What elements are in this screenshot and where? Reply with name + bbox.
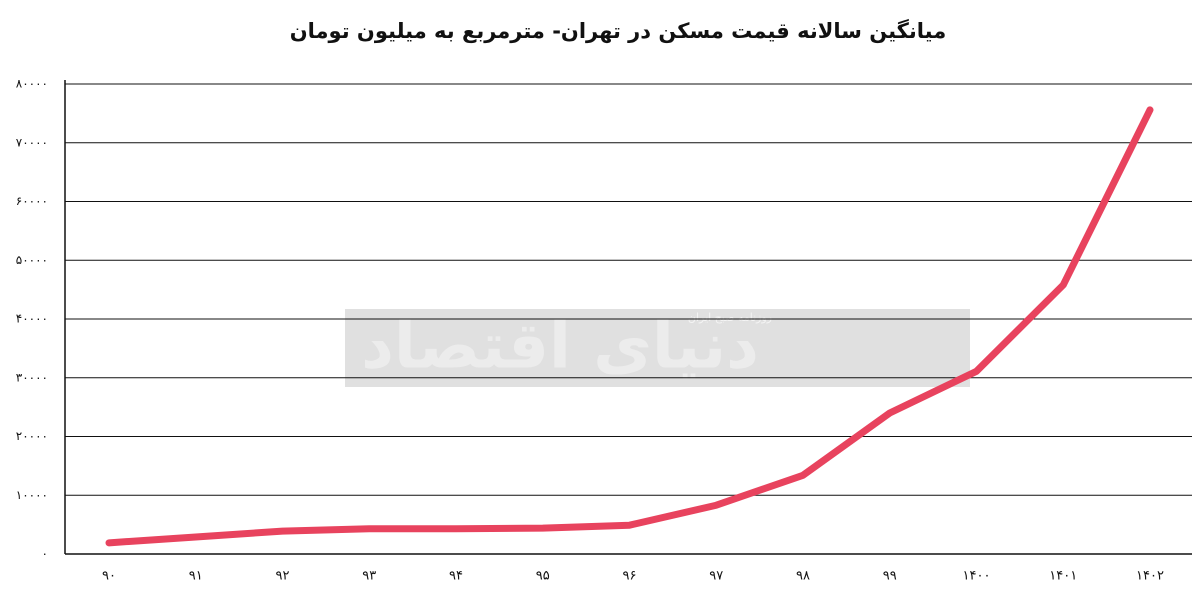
- y-tick-label: ۳۰۰۰۰: [16, 370, 48, 384]
- y-tick-label: ۱۰۰۰۰: [16, 488, 48, 502]
- chart-title: میانگین سالانه قیمت مسکن در تهران- مترمر…: [290, 18, 946, 43]
- y-tick-label: ۷۰۰۰۰: [16, 135, 48, 149]
- line: [105, 106, 1154, 547]
- x-tick-label: ۹۴: [449, 569, 463, 584]
- x-tick-label: ۹۹: [883, 569, 897, 584]
- x-tick-label: ۱۴۰۱: [1049, 569, 1077, 584]
- y-tick-label: ۲۰۰۰۰: [16, 429, 48, 443]
- y-tick-label: ۰: [42, 547, 48, 561]
- x-tick-label: ۹۵: [536, 569, 550, 584]
- x-tick-label: ۹۰: [102, 569, 116, 584]
- x-tick-label: ۹۶: [623, 569, 637, 584]
- x-tick-label: ۱۴۰۰: [963, 569, 991, 584]
- x-tick-label: ۹۸: [796, 569, 810, 584]
- x-tick-label: ۱۴۰۲: [1136, 569, 1164, 584]
- x-tick-label: ۹۲: [276, 569, 290, 584]
- y-tick-label: ۶۰۰۰۰: [16, 194, 48, 208]
- watermark-subtitle: روزنامه صبح ایران: [688, 311, 772, 324]
- watermark-box: [345, 309, 970, 387]
- y-tick-label: ۴۰۰۰۰: [16, 312, 48, 326]
- y-tick-label: ۸۰۰۰۰: [16, 77, 48, 91]
- x-tick-label: ۹۱: [189, 569, 203, 584]
- watermark-title: دنیای اقتصاد: [361, 310, 759, 384]
- y-tick-label: ۵۰۰۰۰: [16, 253, 48, 267]
- x-tick-label: ۹۳: [362, 569, 376, 584]
- x-tick-label: ۹۷: [709, 569, 723, 584]
